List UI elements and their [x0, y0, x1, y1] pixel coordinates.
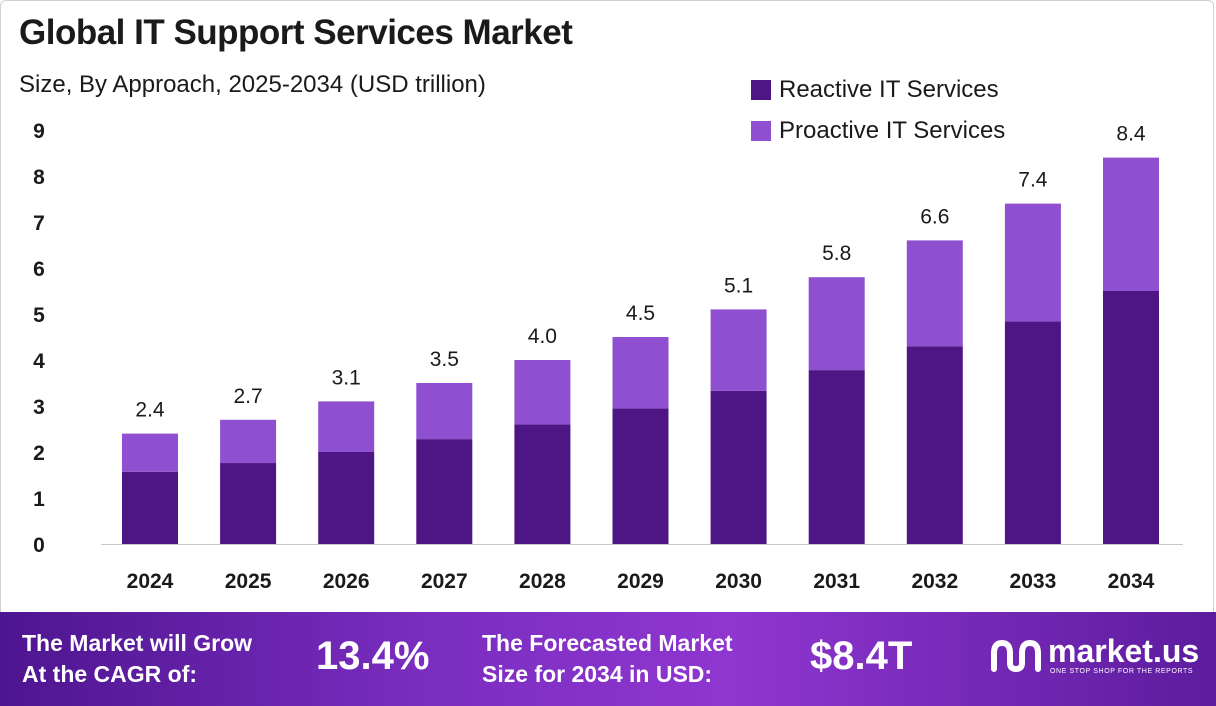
bar-segment-reactive [808, 370, 865, 544]
bar-segment-proactive [906, 240, 963, 347]
bar-chart: 0 1 2 3 4 5 6 7 8 9 2.4 2024 2.7 2025 3.1 2026 3.5 2027 4.… [33, 120, 1183, 593]
x-tick-label: 2028 [519, 570, 566, 593]
bar-segment-proactive [808, 277, 865, 371]
legend-label-proactive: Proactive IT Services [779, 116, 1006, 144]
bar-total-label: 5.1 [724, 274, 753, 297]
brand-tagline: ONE STOP SHOP FOR THE REPORTS [1050, 668, 1194, 675]
bar-total-label: 2.4 [135, 399, 165, 422]
bar-segment-proactive [1103, 157, 1159, 291]
bar-total-label: 6.6 [920, 205, 949, 228]
x-tick-label: 2030 [715, 570, 762, 593]
brand-logo: market.us ONE STOP SHOP FOR THE REPORTS [990, 634, 1199, 675]
x-tick-label: 2025 [225, 570, 272, 593]
legend-swatch-reactive [751, 79, 771, 100]
x-tick-label: 2027 [421, 570, 468, 593]
cagr-label: The Market will Grow At the CAGR of: [22, 628, 252, 690]
bar-segment-reactive [416, 439, 473, 544]
bar-total-label: 4.5 [626, 302, 655, 325]
x-tick-label: 2034 [1108, 570, 1155, 593]
x-tick-label: 2032 [911, 570, 958, 593]
bar-segment-proactive [612, 337, 669, 409]
bar-segment-proactive [220, 419, 277, 464]
forecast-value: $8.4T [810, 634, 913, 678]
legend-item-reactive: Reactive IT Services [751, 69, 1005, 110]
x-tick-label: 2033 [1010, 570, 1057, 593]
y-tick-label: 7 [33, 212, 45, 235]
bar-segment-reactive [612, 408, 669, 544]
chart-subtitle: Size, By Approach, 2025-2034 (USD trilli… [19, 71, 486, 98]
cagr-label-line1: The Market will Grow [22, 630, 253, 656]
cagr-label-line2: At the CAGR of: [22, 661, 198, 687]
bar-segment-proactive [416, 383, 473, 440]
forecast-label-line2: Size for 2034 in USD: [482, 661, 713, 687]
y-tick-label: 5 [33, 304, 45, 327]
bar-segment-proactive [122, 433, 178, 472]
bar-segment-reactive [906, 346, 963, 544]
legend-swatch-proactive [751, 120, 771, 141]
legend: Reactive IT Services Proactive IT Servic… [751, 69, 1005, 151]
chart-title: Global IT Support Services Market [19, 13, 573, 52]
bar-total-label: 5.8 [822, 242, 851, 265]
bar-segment-reactive [710, 390, 767, 544]
bar-segment-reactive [220, 463, 277, 544]
y-tick-label: 8 [33, 166, 45, 189]
bar-total-label: 4.0 [528, 325, 557, 348]
bar-total-label: 8.4 [1116, 123, 1146, 146]
bar-total-label: 3.5 [430, 348, 459, 371]
x-tick-label: 2029 [617, 570, 664, 593]
y-tick-label: 1 [33, 488, 45, 511]
market-us-logo-icon [991, 639, 1041, 672]
bar-total-label: 2.7 [233, 385, 262, 408]
bar-segment-proactive [514, 360, 571, 425]
bar-segment-reactive [1103, 291, 1159, 544]
cagr-value: 13.4% [316, 634, 430, 678]
y-tick-label: 6 [33, 258, 45, 281]
legend-item-proactive: Proactive IT Services [751, 110, 1005, 151]
y-tick-label: 3 [33, 396, 45, 419]
bar-segment-reactive [122, 471, 178, 544]
bar-total-label: 3.1 [332, 366, 361, 389]
y-tick-label: 9 [33, 120, 45, 143]
x-tick-label: 2024 [127, 570, 174, 593]
bar-segment-proactive [1004, 203, 1061, 322]
forecast-label-line1: The Forecasted Market [482, 630, 733, 656]
x-tick-label: 2026 [323, 570, 370, 593]
forecast-label: The Forecasted Market Size for 2034 in U… [482, 628, 733, 690]
bar-segment-reactive [1004, 321, 1061, 544]
bar-segment-proactive [710, 309, 767, 391]
brand-name: market.us [1048, 633, 1200, 669]
y-tick-label: 2 [33, 442, 45, 465]
bar-segment-proactive [318, 401, 375, 452]
y-tick-label: 0 [33, 534, 45, 557]
x-tick-label: 2031 [813, 570, 860, 593]
y-tick-label: 4 [33, 350, 45, 373]
footer-banner: The Market will Grow At the CAGR of: 13.… [0, 612, 1216, 706]
bar-segment-reactive [318, 452, 375, 544]
bar-segment-reactive [514, 424, 571, 544]
legend-label-reactive: Reactive IT Services [779, 75, 999, 103]
bar-total-label: 7.4 [1018, 169, 1048, 192]
